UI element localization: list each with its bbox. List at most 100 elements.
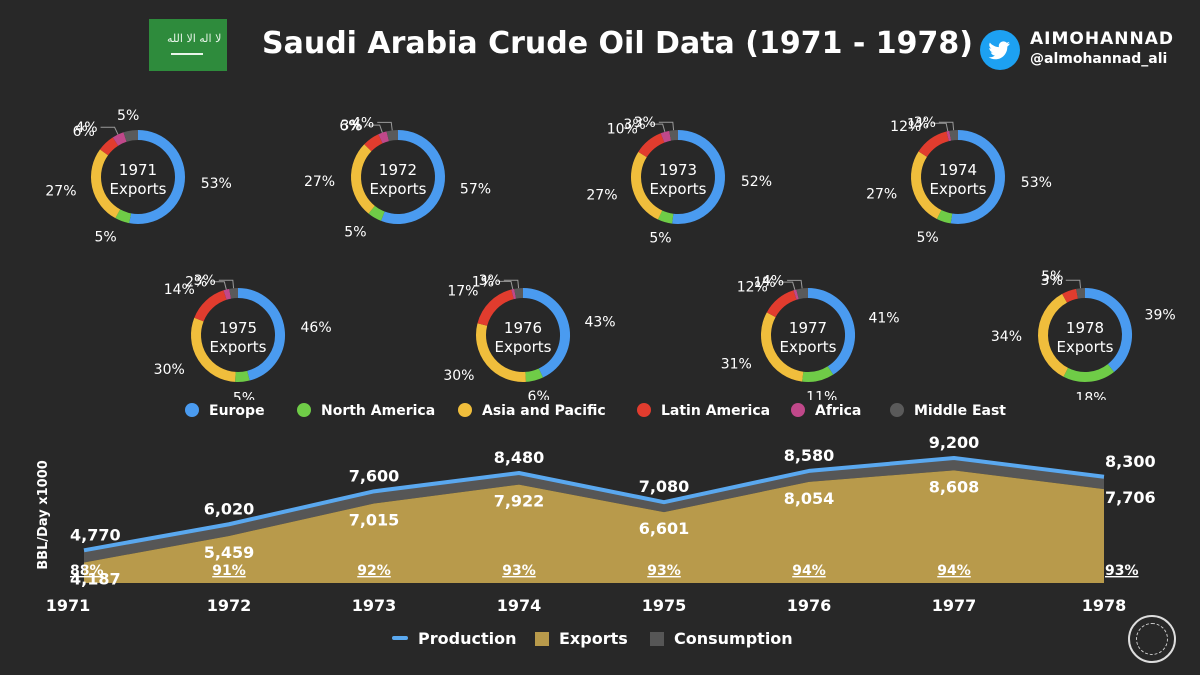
donut-1977-label-africa: 1%	[753, 275, 775, 291]
donut-1973-slice-middle-east	[669, 130, 679, 141]
donut-1975-label-africa-leader	[210, 281, 227, 290]
donut-1971-label-north-america: 5%	[94, 229, 116, 245]
export-share-label-1975: 93%	[647, 563, 681, 579]
donut-1976-label-asia-and-pacific: 30%	[443, 368, 474, 384]
legend-label: Consumption	[674, 629, 793, 648]
donut-1971-label-asia-and-pacific: 27%	[45, 184, 76, 200]
legend-dot-icon	[297, 403, 311, 417]
donut-1976-label-africa-leader	[497, 280, 514, 290]
donut-1974-year: 1974	[939, 161, 977, 179]
donut-1977-label-africa-leader	[778, 281, 796, 291]
legend-dot-icon	[458, 403, 472, 417]
seal-icon	[1128, 615, 1176, 663]
donut-1975-label-africa: 2%	[185, 275, 207, 291]
donut-1973-label-africa-leader	[648, 123, 666, 133]
x-tick-1977: 1977	[932, 596, 977, 615]
donut-1975-label-europe: 46%	[301, 320, 332, 336]
donut-1971-label-africa: 4%	[75, 120, 97, 136]
donut-1976-slice-latin-america	[477, 289, 515, 327]
donut-1971-label-middle-east: 5%	[117, 108, 139, 124]
donut-1971-slice-africa	[112, 132, 127, 146]
donut-1975-label-latin-america: 14%	[164, 282, 195, 298]
donut-1972-slice-north-america	[368, 205, 385, 221]
donut-1975-slice-asia-and-pacific	[191, 317, 236, 382]
donut-1974-label-north-america: 5%	[916, 230, 938, 246]
legend-swatch-icon	[535, 632, 549, 646]
donut-1976-slice-africa	[511, 288, 517, 300]
donut-1971-slice-europe	[129, 130, 185, 224]
legend-dot-icon	[637, 403, 651, 417]
donut-1978-slice-latin-america	[1062, 288, 1079, 303]
exports-label-1974: 7,922	[494, 492, 545, 511]
export-share-label-1971: 88%	[70, 563, 104, 579]
donut-1971-slice-asia-and-pacific	[91, 149, 121, 219]
legend-item-exports: Exports	[535, 629, 628, 648]
export-share-label-1977: 94%	[937, 563, 971, 579]
donut-1977-caption: Exports	[780, 338, 837, 356]
donut-1977-label-north-america: 11%	[806, 389, 837, 400]
donut-1978-label-asia-and-pacific: 34%	[991, 329, 1022, 345]
donut-1978-year: 1978	[1066, 319, 1104, 337]
donut-1976-label-middle-east-leader	[503, 279, 520, 289]
donut-1971-caption: Exports	[110, 180, 167, 198]
exports-area	[84, 470, 1104, 583]
donut-1976-slice-europe	[522, 288, 570, 378]
donut-1975-slice-middle-east	[229, 288, 239, 299]
donut-1973-slice-asia-and-pacific	[631, 151, 663, 220]
donut-1974-label-europe: 53%	[1021, 175, 1052, 191]
donut-1972-label-middle-east-leader	[377, 121, 393, 131]
legend-swatch-icon	[650, 632, 664, 646]
donut-1973-year: 1973	[659, 161, 697, 179]
donut-1975-year: 1975	[219, 319, 257, 337]
donut-1975-slice-africa	[223, 288, 232, 300]
donut-1976-label-middle-east: 3%	[479, 273, 501, 289]
flag-sword	[171, 53, 203, 55]
donut-1974-label-middle-east: 3%	[914, 115, 936, 131]
donut-1974-slice-latin-america	[918, 131, 950, 158]
twitter-icon[interactable]	[980, 30, 1020, 70]
donut-1972-slice-middle-east	[386, 130, 399, 142]
legend-item-asia-and-pacific: Asia and Pacific	[458, 403, 606, 419]
donut-1974-slice-middle-east	[949, 130, 959, 141]
donut-1977-year: 1977	[789, 319, 827, 337]
donut-1973-slice-europe	[672, 130, 725, 224]
donut-1978-caption: Exports	[1057, 338, 1114, 356]
donut-1975-slice-north-america	[235, 370, 250, 382]
production-label-1978: 8,300	[1105, 452, 1156, 471]
donut-1972-label-europe: 57%	[460, 182, 491, 198]
donut-1972-year: 1972	[379, 161, 417, 179]
legend-dot-icon	[791, 403, 805, 417]
donut-1971-slice-latin-america	[99, 137, 119, 156]
donut-1975-caption: Exports	[210, 338, 267, 356]
saudi-flag-icon: ﻻ اله الا الله	[149, 19, 227, 71]
donut-1977-label-europe: 41%	[868, 310, 899, 326]
production-line	[83, 456, 1105, 553]
donut-1972-label-north-america: 5%	[344, 225, 366, 241]
donut-1976-caption: Exports	[495, 338, 552, 356]
production-label-1977: 9,200	[929, 433, 980, 452]
donut-1972-label-asia-and-pacific: 27%	[304, 174, 335, 190]
exports-label-1976: 8,054	[784, 489, 835, 508]
donut-1972-slice-africa	[378, 131, 390, 144]
donut-1977-label-latin-america: 12%	[737, 279, 768, 295]
donut-1977-label-middle-east-leader	[787, 279, 803, 289]
donut-1972-label-africa: 3%	[341, 118, 363, 134]
export-share-label-1974: 93%	[502, 563, 536, 579]
twitter-handle[interactable]: @almohannad_ali	[1030, 51, 1168, 67]
donut-1974-slice-europe	[950, 130, 1005, 224]
donut-1976-slice-north-america	[525, 368, 544, 382]
donut-1977-label-middle-east: 4%	[762, 273, 784, 289]
donut-1973-caption: Exports	[650, 180, 707, 198]
exports-label-1978: 7,706	[1105, 488, 1156, 507]
x-tick-1971: 1971	[46, 596, 91, 615]
legend-label: Latin America	[661, 403, 771, 419]
donut-1973-label-middle-east: 3%	[634, 115, 656, 131]
exports-label-1972: 5,459	[204, 543, 255, 562]
legend-label: Asia and Pacific	[482, 403, 606, 419]
